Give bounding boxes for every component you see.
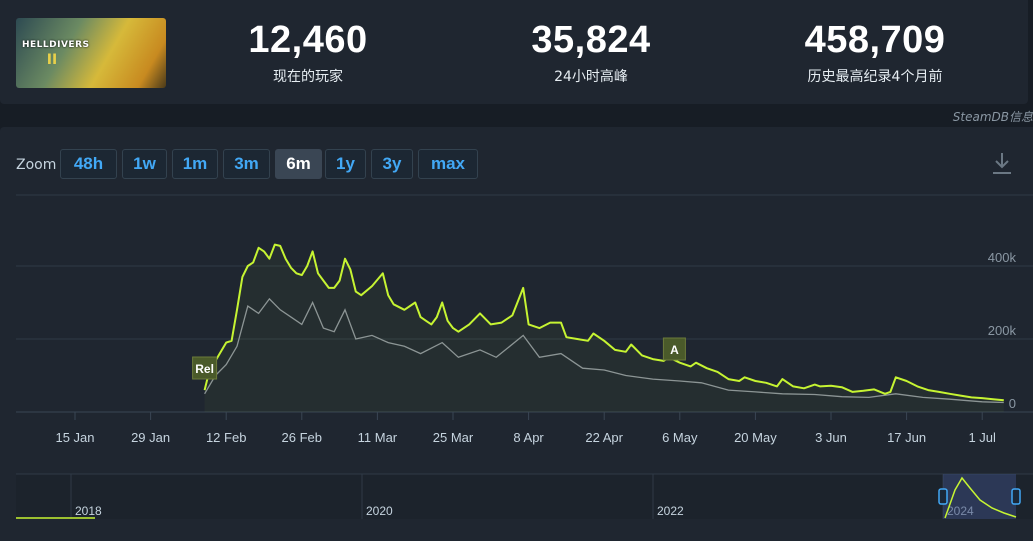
zoom-3y-button[interactable]: 3y — [371, 149, 413, 179]
stat-value: 458,709 — [804, 19, 946, 61]
annotation-flag — [192, 356, 218, 380]
zoom-label: Zoom — [16, 157, 57, 173]
zoom-1w-button[interactable]: 1w — [122, 149, 167, 179]
zoom-48h-button[interactable]: 48h — [60, 149, 117, 179]
navigator-mini-line — [944, 476, 1017, 519]
stat-all-time-peak: 458,709 历史最高纪录4个月前 — [765, 18, 985, 86]
stat-label: 现在的玩家 — [273, 69, 343, 85]
game-thumbnail[interactable]: HELLDIVERS II — [16, 18, 166, 88]
x-tick-label: 26 Feb — [282, 430, 322, 445]
zoom-1m-button[interactable]: 1m — [172, 149, 218, 179]
zoom-3m-button[interactable]: 3m — [223, 149, 270, 179]
steamdb-credit[interactable]: SteamDB信息 — [952, 110, 1033, 124]
navigator-tick-label: 2020 — [366, 504, 393, 518]
x-tick-label: 1 Jul — [968, 430, 996, 445]
stat-label: 历史最高纪录4个月前 — [807, 69, 943, 85]
x-tick-label: 20 May — [734, 430, 777, 445]
navigator-handle-right[interactable] — [1011, 488, 1021, 505]
x-tick-label: 22 Apr — [585, 430, 623, 445]
navigator-selection — [943, 474, 1016, 519]
series-line-players — [203, 243, 1004, 402]
x-tick-label: 17 Jun — [887, 430, 926, 445]
y-tick-label: 200k — [988, 323, 1017, 338]
y-tick-label: 400k — [988, 250, 1017, 265]
annotation-label: A — [670, 343, 679, 357]
stat-current-players: 12,460 现在的玩家 — [198, 18, 418, 86]
zoom-6m-button[interactable]: 6m — [275, 149, 322, 179]
x-tick-label: 29 Jan — [131, 430, 170, 445]
game-logo-text: HELLDIVERS — [22, 40, 90, 50]
stat-label: 24小时高峰 — [554, 69, 628, 85]
stat-value: 35,824 — [531, 19, 651, 61]
stat-value: 12,460 — [248, 19, 368, 61]
x-tick-label: 3 Jun — [815, 430, 847, 445]
zoom-1y-button[interactable]: 1y — [325, 149, 366, 179]
stat-24h-peak: 35,824 24小时高峰 — [481, 18, 701, 86]
navigator-tick-label: 2018 — [75, 504, 102, 518]
x-tick-label: 12 Feb — [206, 430, 246, 445]
player-count-chart: 400k 200k 0 15 Jan 29 Jan 12 Feb 26 Feb 11 Mar 2… — [16, 194, 1033, 519]
navigator-background — [16, 474, 1033, 519]
zoom-max-button[interactable]: max — [418, 149, 478, 179]
x-tick-label: 6 May — [662, 430, 698, 445]
annotation-flag — [662, 337, 686, 361]
game-logo-num: II — [46, 52, 58, 68]
series-area-players — [204, 244, 1004, 412]
x-tick-label: 11 Mar — [358, 430, 398, 445]
chart-panel — [0, 127, 1033, 541]
x-tick-label: 8 Apr — [513, 430, 544, 445]
download-icon[interactable] — [990, 150, 1014, 176]
x-tick-label: 15 Jan — [55, 430, 94, 445]
navigator-tick-label: 2022 — [657, 504, 684, 518]
annotation-label: Rel — [195, 362, 214, 376]
series-line-average — [204, 297, 1004, 404]
stats-header: HELLDIVERS II 12,460 现在的玩家 35,824 24小时高峰… — [0, 0, 1028, 104]
y-tick-label: 0 — [1009, 396, 1016, 411]
navigator-handle-left[interactable] — [938, 488, 948, 505]
x-tick-label: 25 Mar — [433, 430, 474, 445]
